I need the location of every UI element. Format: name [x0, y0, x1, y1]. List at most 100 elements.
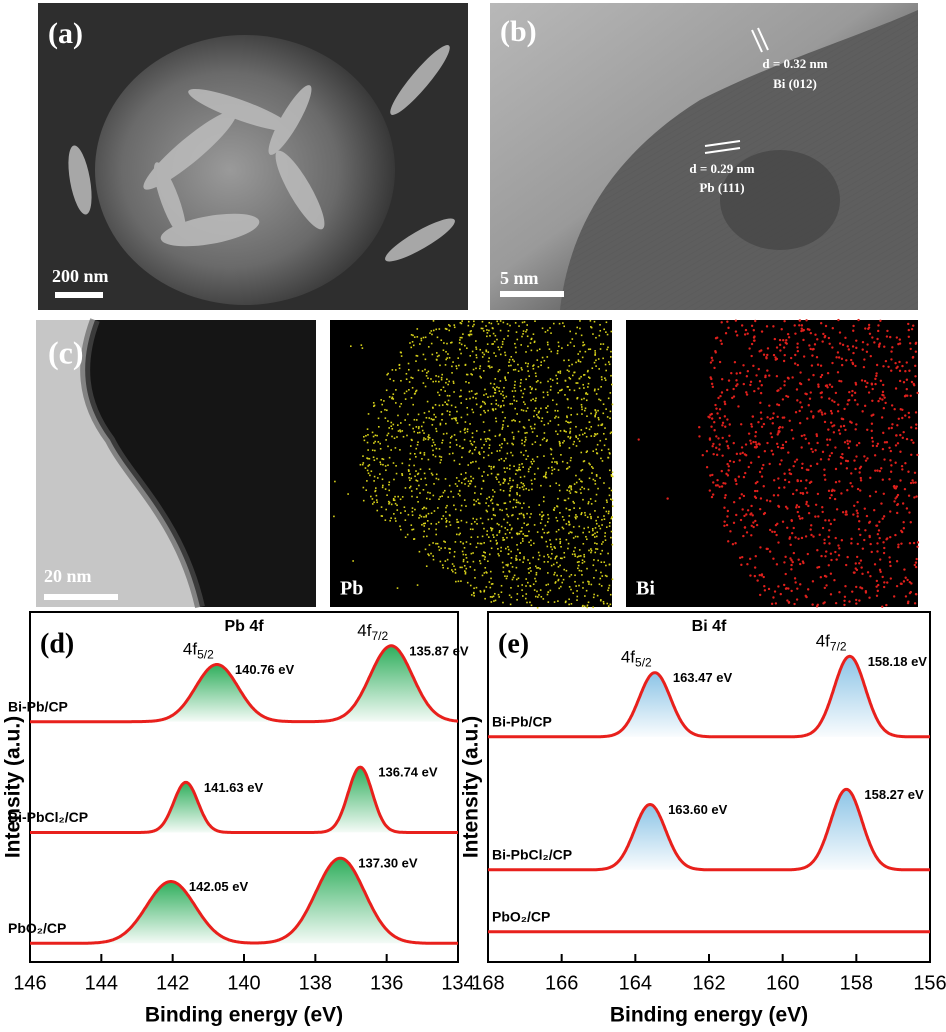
eds-dot	[431, 353, 434, 356]
eds-dot	[492, 509, 495, 511]
eds-dot	[544, 524, 547, 527]
eds-dot	[864, 327, 867, 330]
eds-dot	[486, 335, 488, 338]
eds-dot	[568, 490, 571, 492]
eds-dot	[533, 460, 535, 463]
eds-dot	[824, 478, 827, 481]
eds-dot	[460, 519, 463, 522]
eds-dot	[611, 516, 614, 518]
eds-dot	[768, 462, 771, 466]
eds-dot	[821, 526, 825, 530]
eds-dot	[434, 455, 437, 458]
eds-dot	[795, 388, 799, 391]
eds-dot	[479, 542, 482, 545]
eds-dot	[868, 534, 871, 538]
eds-dot	[782, 346, 786, 349]
eds-dot	[421, 508, 424, 510]
eds-dot	[475, 348, 478, 350]
eds-dot	[381, 403, 384, 406]
eds-dot	[893, 484, 896, 488]
eds-dot	[483, 527, 485, 530]
eds-dot	[834, 536, 837, 540]
eds-dot	[387, 464, 389, 467]
eds-dot	[469, 482, 472, 485]
eds-dot	[578, 569, 581, 572]
eds-dot	[711, 473, 714, 477]
eds-dot	[422, 535, 425, 538]
eds-dot	[782, 359, 786, 363]
eds-dot	[792, 551, 796, 555]
eds-dot	[533, 409, 536, 412]
eds-dot	[410, 490, 413, 492]
eds-dot	[732, 395, 736, 398]
eds-dot	[493, 491, 496, 493]
eds-dot	[780, 459, 783, 462]
eds-dot	[451, 372, 453, 374]
eds-dot	[525, 585, 527, 587]
eds-dot	[457, 580, 460, 583]
eds-dot	[558, 587, 561, 590]
eds-dot	[821, 340, 824, 343]
eds-dot	[773, 479, 776, 482]
eds-dot	[894, 533, 897, 537]
eds-dot	[477, 542, 479, 545]
eds-dot	[578, 387, 581, 390]
eds-dot	[820, 396, 823, 399]
eds-dot	[518, 487, 521, 489]
eds-dot	[469, 354, 472, 357]
eds-dot	[580, 334, 583, 337]
eds-dot	[897, 342, 900, 346]
eds-dot	[892, 595, 896, 598]
eds-dot	[538, 594, 540, 596]
eds-dot	[896, 493, 900, 497]
eds-dot	[530, 570, 532, 572]
eds-dot	[521, 396, 524, 399]
eds-dot	[527, 523, 529, 526]
eds-dot	[425, 484, 428, 486]
eds-dot	[510, 550, 512, 553]
eds-dot	[391, 427, 394, 430]
eds-dot	[822, 602, 825, 605]
eds-dot	[496, 473, 499, 476]
eds-dot	[534, 320, 536, 322]
eds-dot	[502, 424, 504, 426]
eds-dot	[454, 406, 457, 408]
eds-dot	[482, 421, 485, 423]
eds-dot	[546, 532, 549, 534]
eds-dot	[750, 512, 753, 515]
eds-dot	[380, 411, 383, 413]
eds-dot	[494, 435, 497, 437]
eds-dot	[515, 566, 518, 569]
eds-dot	[539, 522, 542, 524]
eds-dot	[391, 397, 393, 400]
eds-dot	[855, 555, 859, 559]
eds-dot	[366, 480, 368, 482]
eds-dot	[425, 507, 428, 510]
eds-dot	[512, 576, 515, 579]
eds-dot	[590, 583, 593, 586]
eds-dot	[539, 444, 542, 446]
eds-dot	[836, 351, 840, 354]
eds-dot	[441, 413, 444, 415]
eds-dot	[509, 531, 511, 534]
eds-dot	[847, 446, 851, 450]
eds-dot	[492, 595, 495, 598]
eds-dot	[840, 357, 844, 361]
eds-dot	[490, 452, 493, 454]
eds-dot	[794, 332, 797, 335]
eds-dot	[747, 432, 751, 435]
eds-dot	[570, 573, 573, 576]
eds-dot	[521, 442, 523, 445]
eds-dot	[601, 378, 603, 381]
eds-dot	[417, 500, 419, 503]
eds-dot	[721, 378, 724, 381]
eds-dot	[868, 494, 872, 498]
eds-dot	[545, 407, 548, 409]
eds-dot	[484, 388, 486, 391]
eds-dot	[827, 428, 830, 431]
eds-dot	[575, 436, 578, 438]
eds-dot	[508, 493, 511, 496]
eds-dot	[448, 329, 451, 332]
eds-dot	[734, 319, 738, 322]
eds-dot	[440, 459, 442, 461]
